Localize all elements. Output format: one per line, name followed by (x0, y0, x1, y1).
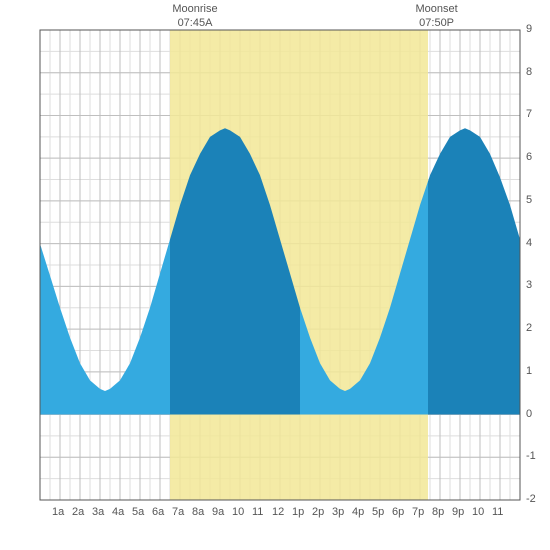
x-tick-label: 1p (292, 506, 304, 518)
x-tick-label: 11 (492, 506, 503, 518)
y-tick-label: -1 (526, 450, 536, 462)
annotation-title: Moonrise (165, 2, 225, 16)
tide-chart: -2-101234567891a2a3a4a5a6a7a8a9a1011121p… (0, 0, 550, 550)
x-tick-label: 7p (412, 506, 424, 518)
x-tick-label: 1a (52, 506, 64, 518)
y-tick-label: 7 (526, 108, 532, 120)
y-tick-label: 5 (526, 194, 532, 206)
y-tick-label: 9 (526, 23, 532, 35)
x-tick-label: 6p (392, 506, 404, 518)
y-tick-label: 3 (526, 279, 532, 291)
y-tick-label: 1 (526, 365, 532, 377)
x-tick-label: 3a (92, 506, 104, 518)
x-tick-label: 12 (272, 506, 284, 518)
x-tick-label: 6a (152, 506, 164, 518)
x-tick-label: 5p (372, 506, 384, 518)
x-tick-label: 10 (472, 506, 484, 518)
x-tick-label: 2p (312, 506, 324, 518)
y-tick-label: 6 (526, 151, 532, 163)
x-tick-label: 2a (72, 506, 84, 518)
x-tick-label: 9p (452, 506, 464, 518)
x-tick-label: 5a (132, 506, 144, 518)
x-tick-label: 9a (212, 506, 224, 518)
y-tick-label: 4 (526, 237, 532, 249)
annotation-title: Moonset (407, 2, 467, 16)
y-tick-label: 0 (526, 408, 532, 420)
x-tick-label: 11 (252, 506, 263, 518)
y-tick-label: 2 (526, 322, 532, 334)
x-tick-label: 4a (112, 506, 124, 518)
x-tick-label: 4p (352, 506, 364, 518)
annotation-moonset: Moonset07:50P (407, 2, 467, 31)
x-tick-label: 7a (172, 506, 184, 518)
chart-svg (0, 0, 550, 550)
x-tick-label: 8a (192, 506, 204, 518)
annotation-time: 07:50P (407, 16, 467, 30)
y-tick-label: 8 (526, 66, 532, 78)
x-tick-label: 3p (332, 506, 344, 518)
annotation-moonrise: Moonrise07:45A (165, 2, 225, 31)
annotation-time: 07:45A (165, 16, 225, 30)
x-tick-label: 8p (432, 506, 444, 518)
y-tick-label: -2 (526, 493, 536, 505)
x-tick-label: 10 (232, 506, 244, 518)
